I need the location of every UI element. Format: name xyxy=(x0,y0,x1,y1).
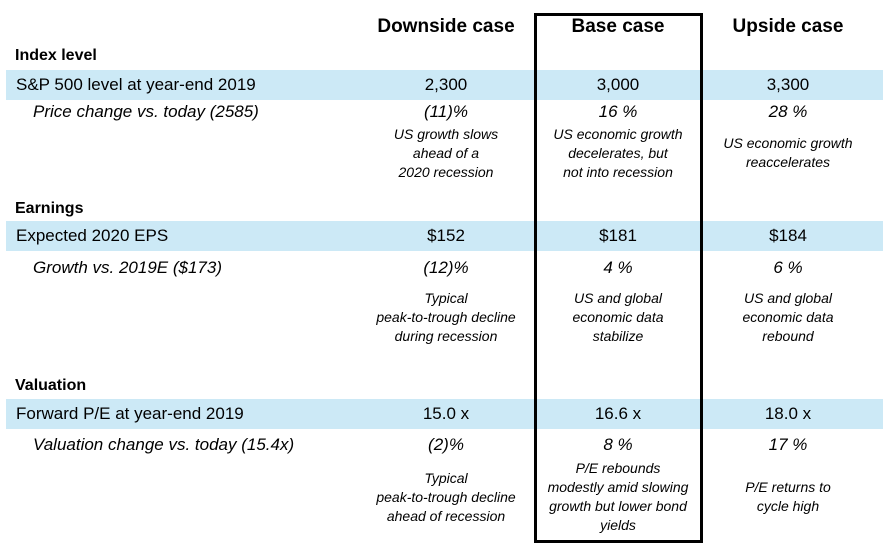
cell-pe-base: 16.6 x xyxy=(594,404,642,423)
section-title-index-level: Index level xyxy=(15,47,97,64)
header-base-case: Base case xyxy=(571,16,665,37)
cell-eps-base: $181 xyxy=(599,226,637,245)
cell-pe-upside: 18.0 x xyxy=(764,404,812,423)
cell-eps-growth-upside: 6 % xyxy=(773,258,803,277)
highlight-band-earnings xyxy=(6,221,883,251)
highlight-band-valuation xyxy=(6,399,883,429)
cell-eps-downside: $152 xyxy=(427,226,465,245)
note-index-base: US economic growth decelerates, but not … xyxy=(553,126,683,180)
section-title-earnings: Earnings xyxy=(15,200,84,217)
note-valuation-downside: Typical peak-to-trough decline ahead of … xyxy=(376,470,516,524)
row-label-forward-pe: Forward P/E at year-end 2019 xyxy=(16,404,244,423)
row-label-price-change: Price change vs. today (2585) xyxy=(33,102,259,121)
note-index-downside: US growth slows ahead of a 2020 recessio… xyxy=(393,126,499,180)
header-downside-case: Downside case xyxy=(377,16,515,37)
note-earnings-upside: US and global economic data rebound xyxy=(742,290,834,344)
row-label-valuation-change: Valuation change vs. today (15.4x) xyxy=(33,435,295,454)
cell-valuation-change-upside: 17 % xyxy=(768,435,808,454)
cell-eps-upside: $184 xyxy=(769,226,807,245)
cell-price-change-downside: (11)% xyxy=(423,102,469,121)
cell-price-change-base: 16 % xyxy=(598,102,638,121)
section-title-valuation: Valuation xyxy=(15,377,87,394)
note-earnings-downside: Typical peak-to-trough decline during re… xyxy=(376,290,516,344)
highlight-band-index xyxy=(6,70,883,100)
note-valuation-upside: P/E returns to cycle high xyxy=(745,479,831,514)
row-label-eps-growth: Growth vs. 2019E ($173) xyxy=(33,258,222,277)
cell-valuation-change-downside: (2)% xyxy=(428,435,464,454)
cell-pe-downside: 15.0 x xyxy=(422,404,470,423)
row-label-sp500-level: S&P 500 level at year-end 2019 xyxy=(16,75,256,94)
cell-sp500-base: 3,000 xyxy=(596,75,640,94)
row-label-expected-eps: Expected 2020 EPS xyxy=(16,226,169,245)
base-case-outline-box xyxy=(534,13,703,543)
note-index-upside: US economic growth reaccelerates xyxy=(723,135,853,170)
note-earnings-base: US and global economic data stabilize xyxy=(572,290,664,344)
cell-price-change-upside: 28 % xyxy=(768,102,808,121)
cell-sp500-upside: 3,300 xyxy=(766,75,810,94)
cell-sp500-downside: 2,300 xyxy=(424,75,468,94)
header-upside-case: Upside case xyxy=(732,16,844,37)
cell-valuation-change-base: 8 % xyxy=(603,435,633,454)
note-valuation-base: P/E rebounds modestly amid slowing growt… xyxy=(547,460,689,533)
cell-eps-growth-downside: (12)% xyxy=(423,258,469,277)
cell-eps-growth-base: 4 % xyxy=(603,258,633,277)
